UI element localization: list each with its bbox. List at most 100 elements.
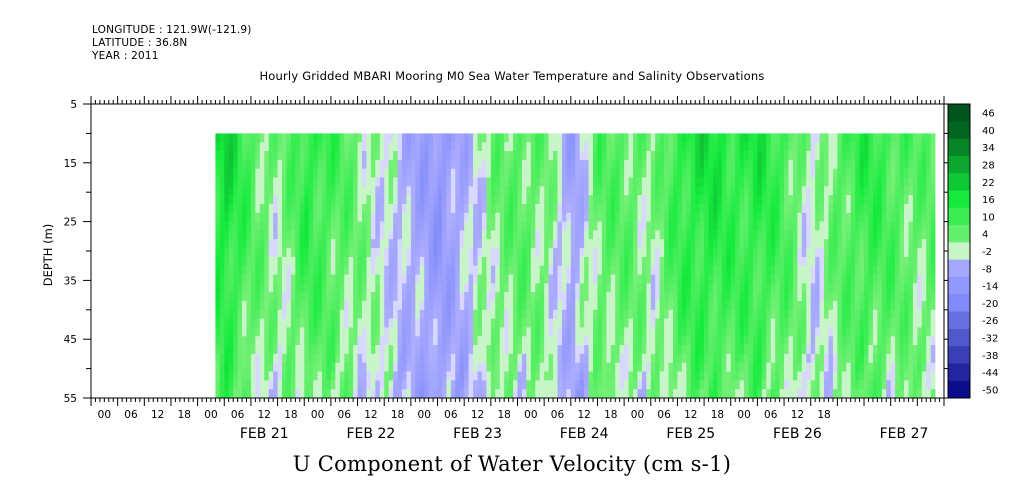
heatmap-cell [761,203,767,214]
heatmap-cell [477,318,483,328]
heatmap-cell [339,142,345,152]
heatmap-cell [717,327,723,337]
heatmap-cell [286,283,292,293]
heatmap-cell [433,203,438,214]
heatmap-cell [553,336,558,346]
heatmap-cell [539,362,545,372]
heatmap-cell [295,203,301,214]
heatmap-cell [695,142,700,152]
heatmap-cell [761,371,767,381]
heatmap-cell [739,186,745,196]
heatmap-cell [304,274,309,284]
heatmap-cell [468,230,474,240]
heatmap-cell [708,168,714,178]
heatmap-cell [770,292,776,302]
heatmap-cell [686,300,692,311]
heatmap-cell [397,151,403,161]
heatmap-cell [410,203,416,214]
heatmap-cell [504,318,509,328]
heatmap-cell [508,230,514,240]
heatmap-cell [868,353,874,364]
heatmap-cell [339,362,345,372]
heatmap-cell [641,336,647,346]
heatmap-cell [450,151,456,161]
heatmap-cell [912,142,918,152]
heatmap-cell [499,362,505,372]
heatmap-cell [504,283,509,293]
heatmap-cell [455,300,461,311]
heatmap-cell [735,274,740,284]
heatmap-cell [597,274,603,284]
heatmap-cell [748,186,754,196]
heatmap-cell [490,309,496,319]
heatmap-cell [477,142,483,152]
heatmap-cell [739,142,745,152]
heatmap-cell [464,195,469,205]
heatmap-cell [255,151,261,161]
heatmap-cell [366,230,372,240]
heatmap-cell [744,336,749,346]
heatmap-cell [606,265,612,275]
heatmap-cell [712,300,718,311]
heatmap-cell [277,345,283,355]
heatmap-cell [464,274,469,284]
heatmap-cell [557,353,563,364]
heatmap-cell [881,195,887,205]
heatmap-cell [832,345,838,355]
heatmap-cell [721,371,727,381]
heatmap-cell [384,186,389,196]
heatmap-cell [299,239,305,249]
heatmap-cell [606,345,612,355]
heatmap-cell [273,256,278,266]
heatmap-cell [397,371,403,381]
heatmap-cell [664,256,669,266]
heatmap-cell [504,133,509,143]
heatmap-cell [468,292,474,302]
heatmap-cell [486,265,492,275]
heatmap-cell [224,142,230,152]
heatmap-cell [837,239,843,249]
heatmap-cell [766,300,772,311]
heatmap-cell [895,353,900,364]
heatmap-cell [495,256,501,266]
heatmap-cell [672,212,678,222]
heatmap-cell [553,168,558,178]
heatmap-cell [295,265,301,275]
heatmap-cell [393,212,398,222]
y-tick-label: 45 [64,334,77,346]
heatmap-cell [704,230,709,240]
heatmap-cell [566,230,572,240]
heatmap-cell [784,177,789,187]
heatmap-cell [548,256,554,266]
heatmap-cell [850,336,856,346]
heatmap-cell [770,186,776,196]
heatmap-cell [308,186,314,196]
heatmap-cell [721,300,727,311]
heatmap-cell [224,292,230,302]
heatmap-cell [268,309,274,319]
heatmap-cell [872,168,878,178]
heatmap-cell [530,371,536,381]
heatmap-cell [348,221,354,231]
heatmap-cell [633,195,638,205]
heatmap-cell [681,186,687,196]
heatmap-cell [788,142,794,152]
heatmap-cell [690,318,696,328]
heatmap-cell [775,353,780,364]
heatmap-cell [775,221,780,231]
heatmap-cell [912,221,918,231]
heatmap-cell [570,195,576,205]
heatmap-cell [757,142,763,152]
heatmap-cell [539,327,545,337]
heatmap-cell [557,168,563,178]
heatmap-cell [864,256,869,266]
heatmap-cell [388,318,394,328]
heatmap-cell [286,300,292,311]
heatmap-cell [615,327,620,337]
heatmap-cell [744,300,749,311]
heatmap-cell [566,133,572,143]
heatmap-cell [695,327,700,337]
heatmap-cell [313,265,318,275]
heatmap-cell [557,265,563,275]
heatmap-cell [637,248,643,258]
